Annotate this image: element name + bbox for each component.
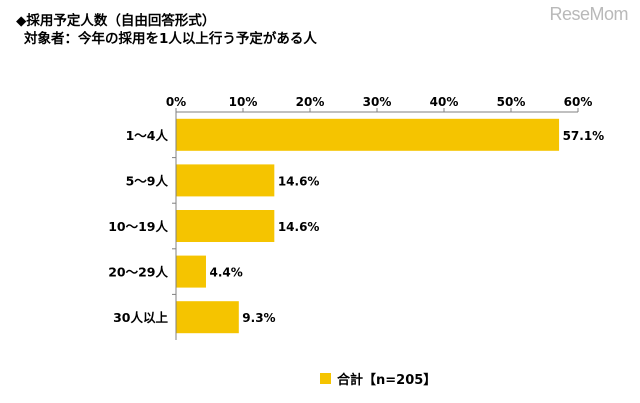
- chart-subtitle: 対象者：今年の採用を1人以上行う予定がある人: [24, 31, 317, 47]
- bar-3: [176, 210, 275, 242]
- data-label: 14.6%: [278, 220, 320, 234]
- watermark-logo: ReseMom: [549, 4, 628, 24]
- category-label: 5～9人: [126, 173, 169, 188]
- bar-2: [176, 164, 275, 197]
- bar-4: [176, 255, 206, 288]
- data-label: 57.1%: [563, 129, 605, 143]
- data-label: 14.6%: [278, 174, 320, 188]
- plot-area: 0% 10% 20% 30% 40% 50% 60% 1～4人 57.1% 5～9人 14.6% 10…: [108, 95, 604, 340]
- x-tick-label: 0%: [166, 95, 186, 109]
- category-label: 20～29人: [108, 265, 168, 280]
- legend-label: 合計【n=205】: [337, 373, 437, 388]
- chart-header: ◆採用予定人数（自由回答形式） 対象者：今年の採用を1人以上行う予定がある人: [16, 12, 317, 48]
- legend-swatch: [320, 373, 331, 384]
- x-tick-label: 60%: [564, 95, 593, 109]
- bar-5: [176, 301, 239, 334]
- x-tick-label: 30%: [363, 95, 392, 109]
- data-label: 9.3%: [242, 311, 275, 325]
- category-label: 1～4人: [126, 128, 169, 143]
- data-label: 4.4%: [209, 266, 242, 280]
- x-tick-label: 20%: [296, 95, 325, 109]
- category-label: 30人以上: [113, 310, 168, 325]
- x-tick-label: 10%: [229, 95, 258, 109]
- x-tick-label: 50%: [497, 95, 526, 109]
- chart-title: ◆採用予定人数（自由回答形式）: [16, 13, 216, 29]
- bar-1: [176, 118, 560, 151]
- category-label: 10～19人: [108, 219, 168, 234]
- x-tick-label: 40%: [430, 95, 459, 109]
- legend: 合計【n=205】: [320, 369, 436, 388]
